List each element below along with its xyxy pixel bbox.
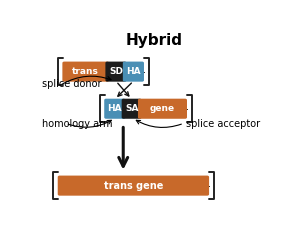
- FancyBboxPatch shape: [58, 176, 209, 196]
- FancyBboxPatch shape: [138, 99, 187, 119]
- Text: gene: gene: [150, 104, 175, 113]
- FancyBboxPatch shape: [123, 62, 144, 82]
- FancyBboxPatch shape: [122, 99, 142, 119]
- Text: trans: trans: [72, 67, 99, 76]
- Text: HA: HA: [126, 67, 141, 76]
- Text: Hybrid: Hybrid: [125, 33, 182, 48]
- Text: splice donor: splice donor: [42, 79, 102, 89]
- FancyBboxPatch shape: [104, 99, 125, 119]
- Text: SD: SD: [109, 67, 123, 76]
- Text: splice acceptor: splice acceptor: [186, 119, 260, 129]
- Text: homology arm: homology arm: [42, 119, 113, 129]
- Text: trans gene: trans gene: [104, 181, 163, 191]
- Text: HA: HA: [107, 104, 122, 113]
- Text: SA: SA: [125, 104, 138, 113]
- FancyBboxPatch shape: [105, 62, 127, 82]
- FancyBboxPatch shape: [62, 62, 109, 82]
